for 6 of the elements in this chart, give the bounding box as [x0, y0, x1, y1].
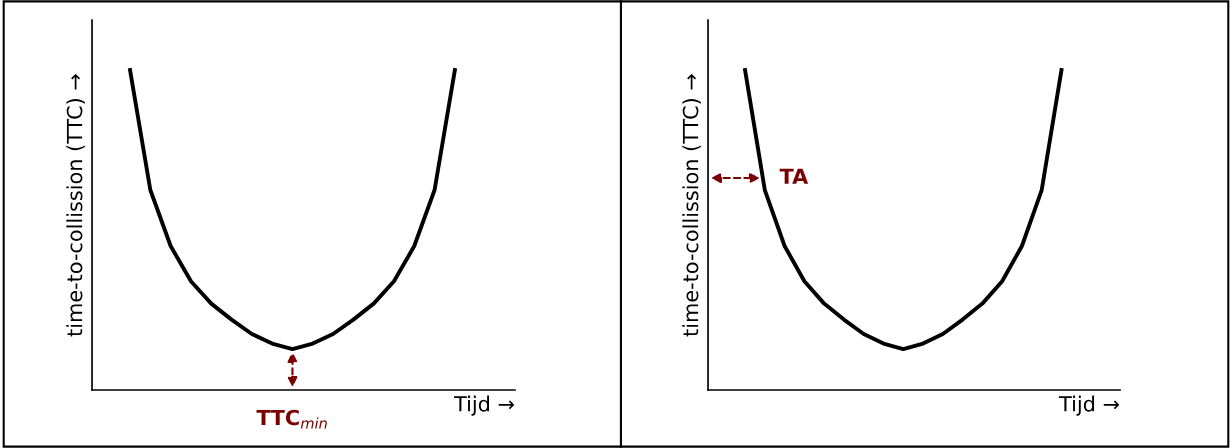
x-axis-title: Tijd → — [453, 395, 514, 416]
annotation: TTC$_{min}$ — [256, 409, 327, 429]
y-axis-title: time-to-collission (TTC) → — [66, 74, 85, 337]
annotation: TA — [779, 168, 809, 184]
y-axis-title: time-to-collission (TTC) → — [682, 74, 701, 337]
x-axis-title: Tijd → — [1059, 395, 1119, 416]
